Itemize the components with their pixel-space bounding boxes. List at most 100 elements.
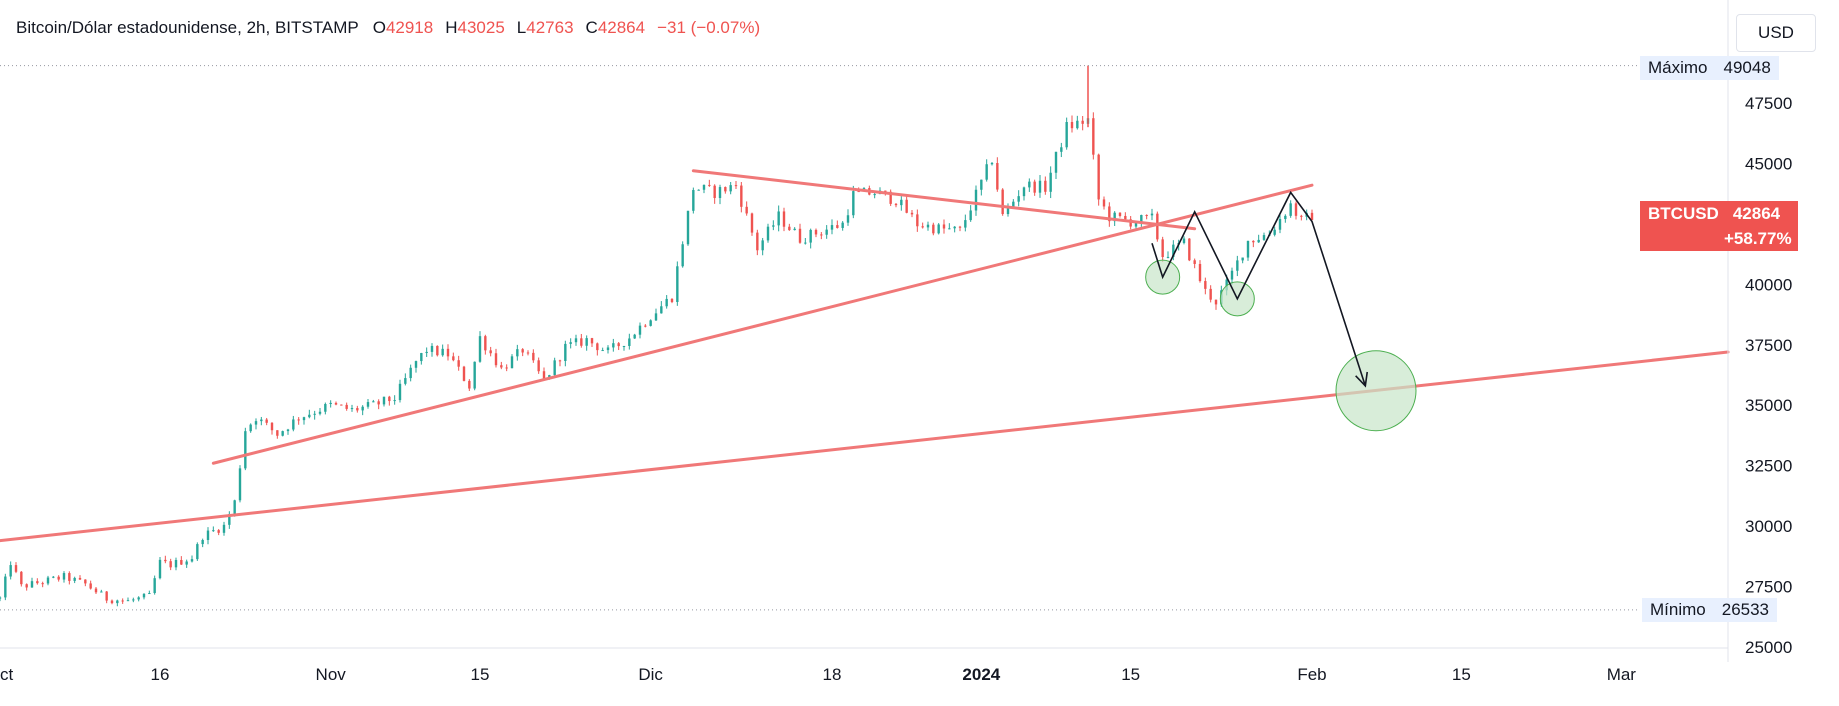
candle-body <box>1044 180 1047 192</box>
candle-body <box>814 229 818 235</box>
candle-body <box>585 338 588 346</box>
candle-body <box>1204 281 1207 289</box>
candle-body <box>281 431 284 436</box>
candle-body <box>462 366 466 381</box>
candle-body <box>174 559 178 568</box>
candle-body <box>964 220 967 228</box>
candle-body <box>1278 219 1282 230</box>
y-tick-label: 32500 <box>1745 457 1792 476</box>
x-tick-label: 16 <box>151 665 170 684</box>
price-tag-price: 42864 <box>1732 203 1781 223</box>
candle-body <box>1129 219 1132 227</box>
candle-body <box>340 404 343 406</box>
candle-body <box>20 571 23 585</box>
candle-body <box>313 413 316 415</box>
candle-body <box>121 600 124 602</box>
candle-body <box>41 583 44 585</box>
x-tick-label: Dic <box>638 665 663 684</box>
y-tick-label: 30000 <box>1745 517 1792 536</box>
candle-body <box>558 360 562 362</box>
y-tick-label: 25000 <box>1745 638 1792 657</box>
candle-body <box>132 599 135 601</box>
candle-body <box>777 211 780 226</box>
candle-body <box>25 584 28 588</box>
candle-body <box>158 559 162 579</box>
candle-body <box>217 530 220 533</box>
change-value: −31 (−0.07%) <box>657 18 761 37</box>
candle-body <box>697 189 700 191</box>
candle-body <box>724 187 727 192</box>
candle-body <box>1172 244 1175 257</box>
candle-body <box>52 576 55 578</box>
candle-body <box>180 559 183 565</box>
currency-button[interactable]: USD <box>1736 14 1816 52</box>
candle-body <box>980 179 983 190</box>
candle-body <box>798 228 802 243</box>
candle-body <box>665 298 668 307</box>
candle-body <box>1273 229 1276 235</box>
candle-body <box>190 559 194 562</box>
candle-body <box>489 350 492 354</box>
candle-body <box>996 162 999 190</box>
candle-body <box>468 380 471 389</box>
candle-body <box>841 222 844 228</box>
candle-body <box>1246 240 1250 258</box>
candle-body <box>553 360 556 376</box>
candle-body <box>782 211 786 227</box>
candle-body <box>1092 118 1095 155</box>
candle-body <box>857 191 860 193</box>
candle-body <box>590 338 594 344</box>
candle-body <box>1038 180 1042 193</box>
time-axis: Oct 16 Nov 15 Dic 18 2024 15 Feb 15 Mar <box>0 647 1728 684</box>
candle-body <box>233 500 236 515</box>
last-price-tag: BTCUSD 42864 +58.77% <box>1640 201 1798 251</box>
candle-body <box>265 419 268 423</box>
x-tick-label: 2024 <box>962 665 1000 684</box>
open-key: O <box>372 18 386 37</box>
candle-body <box>334 402 338 405</box>
candle-body <box>788 226 791 231</box>
y-tick-label: 37500 <box>1745 336 1792 355</box>
candle-body <box>116 600 119 604</box>
candle-body <box>212 530 215 532</box>
candle-body <box>852 191 855 216</box>
candle-body <box>318 411 322 414</box>
candle-body <box>254 421 258 425</box>
min-label: Mínimo <box>1642 598 1714 622</box>
candle-body <box>164 559 167 562</box>
low-value: 42763 <box>526 18 574 37</box>
candle-body <box>398 383 402 401</box>
candle-body <box>660 306 663 314</box>
y-tick-label: 35000 <box>1745 396 1792 415</box>
candle-body <box>505 367 508 369</box>
candle-body <box>713 185 716 199</box>
candle-body <box>921 226 924 228</box>
candle-body <box>457 360 460 367</box>
candle-body <box>302 417 306 421</box>
candle-body <box>569 342 572 344</box>
candle-body <box>14 565 18 572</box>
candle-body <box>740 185 743 207</box>
y-tick-label: 27500 <box>1745 578 1792 597</box>
trendline <box>0 350 1730 543</box>
candle-body <box>606 347 610 351</box>
candle-body <box>244 431 247 469</box>
candle-body <box>836 225 839 228</box>
candle-body <box>393 400 396 402</box>
candle-body <box>1108 206 1111 222</box>
candle-body <box>916 214 919 227</box>
candle-body <box>756 232 759 251</box>
candle-body <box>542 371 546 379</box>
candle-body <box>297 419 300 421</box>
candle-body <box>644 325 647 327</box>
low-key: L <box>516 18 527 37</box>
candle-body <box>526 352 530 354</box>
candle-body <box>1230 270 1234 280</box>
symbol-legend: Bitcoin/Dólar estadounidense, 2h, BITSTA… <box>16 18 760 38</box>
candle-body <box>649 320 652 326</box>
candle-body <box>500 365 503 368</box>
candle-body <box>249 424 252 432</box>
candle-body <box>932 224 935 234</box>
target-circle <box>1335 350 1417 432</box>
